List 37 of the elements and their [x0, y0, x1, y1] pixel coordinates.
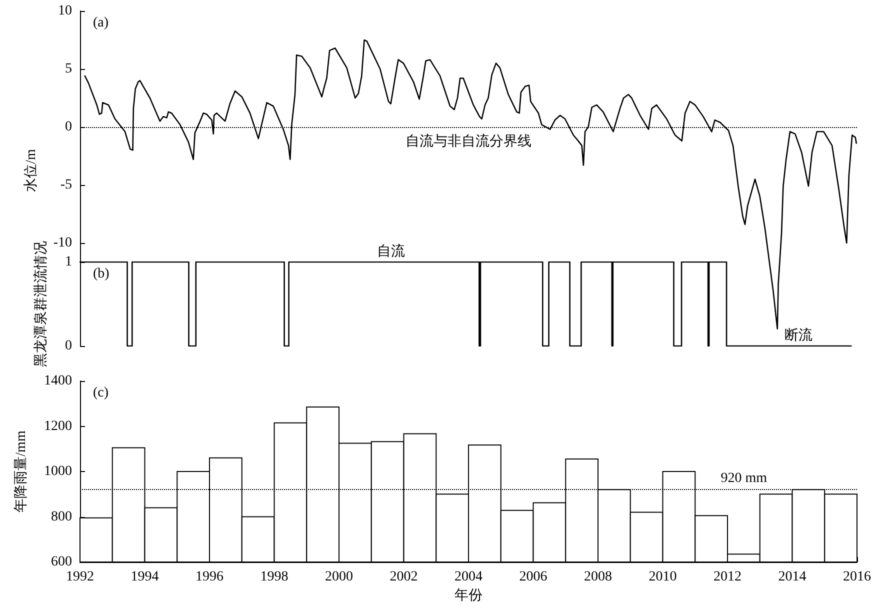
x-tick-label: 2016: [843, 570, 871, 584]
x-tick-label: 2014: [778, 570, 806, 584]
x-tick-label: 1992: [66, 570, 94, 584]
ref-line-label: 自流与非自流分界线: [406, 134, 532, 150]
x-tick-label: 1994: [130, 570, 159, 584]
y-tick-label: 5: [65, 62, 72, 76]
chart-title: (b): [93, 266, 110, 282]
y-axis-title: 年降雨量/mm: [13, 430, 29, 512]
y-tick-label: -10: [53, 236, 72, 250]
y-tick-label: 600: [51, 554, 72, 570]
x-tick-label: 2012: [714, 570, 742, 584]
x-tick-label: 2002: [390, 570, 418, 584]
y-tick-label: -5: [60, 178, 72, 192]
x-tick-label: 2000: [325, 570, 353, 584]
x-tick-label: 1996: [196, 570, 224, 584]
line-series: [84, 39, 858, 330]
ref-line-label: 920 mm: [720, 471, 768, 486]
x-tick-label: 2004: [454, 570, 482, 584]
y-tick-label: 10: [58, 4, 72, 18]
y-tick-label: 0: [65, 120, 72, 134]
y-tick-label: 800: [51, 509, 72, 524]
y-axis-title: 水位/m: [23, 149, 39, 192]
chart-title: (c): [93, 386, 109, 400]
y-tick-label: 1200: [44, 418, 72, 434]
y-tick-label: 1400: [44, 374, 72, 388]
chart-title: (a): [93, 16, 109, 30]
x-tick-label: 2008: [584, 570, 612, 584]
y-tick-label: 0: [65, 338, 72, 354]
x-tick-label: 1998: [260, 570, 288, 584]
y-tick-label: 1000: [44, 464, 72, 479]
annotation: 自流: [376, 244, 405, 260]
y-axis-title: 黑龙潭泉群泄流情况: [33, 241, 49, 367]
annotation: 断流: [784, 328, 813, 344]
x-tick-label: 2006: [519, 570, 548, 584]
x-axis-title: 年份: [454, 587, 482, 604]
y-tick-label: 1: [65, 254, 72, 270]
x-tick-label: 2010: [648, 570, 677, 584]
